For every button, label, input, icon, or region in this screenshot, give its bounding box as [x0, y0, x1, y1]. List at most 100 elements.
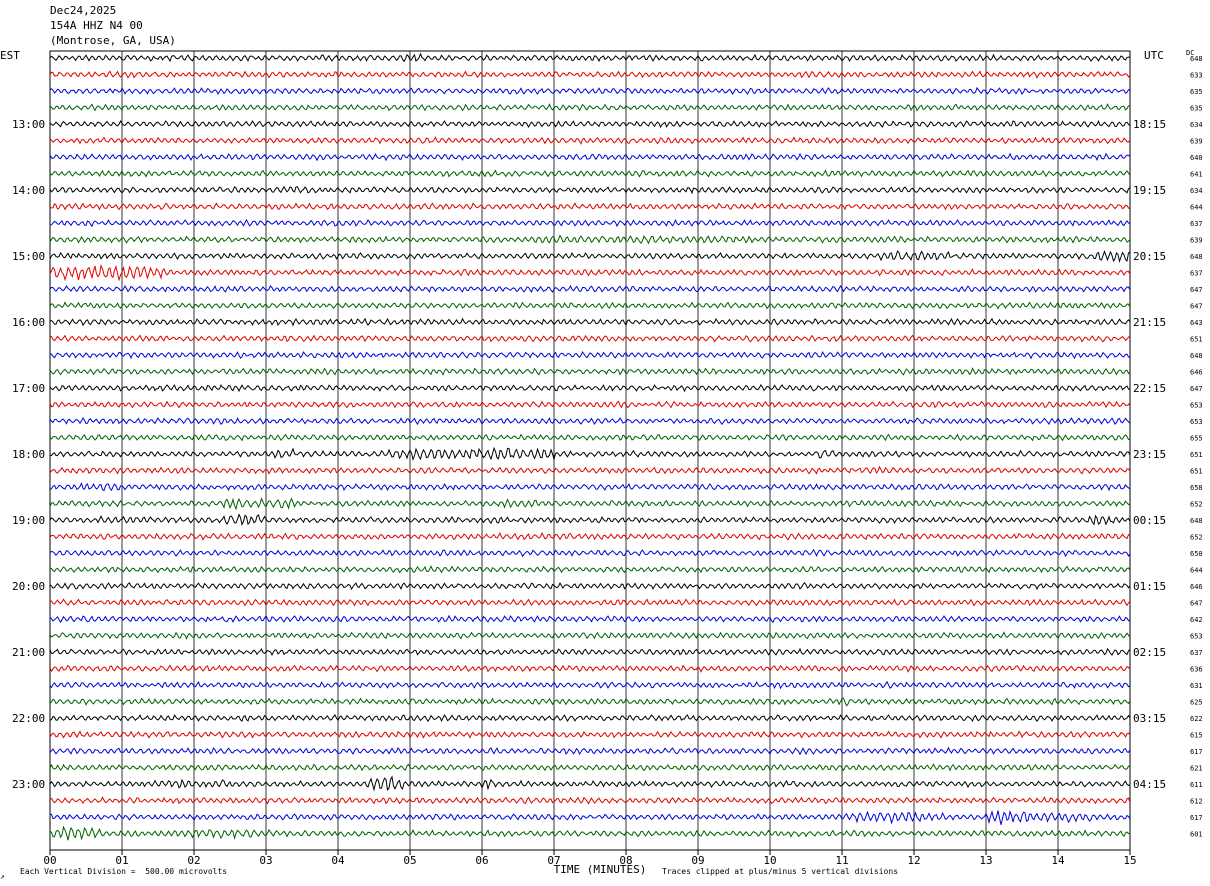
dc-value-label: 653 — [1190, 402, 1203, 410]
seismic-trace-43 — [49, 763, 1131, 772]
seismic-trace-25 — [49, 465, 1131, 475]
seismic-trace-4 — [49, 119, 1131, 129]
time-label-right: 23:15 — [1133, 448, 1166, 461]
seismic-trace-3 — [49, 103, 1130, 112]
timezone-right-label: UTC — [1144, 49, 1164, 62]
x-tick-label: 02 — [187, 854, 200, 867]
x-tick-label: 05 — [403, 854, 416, 867]
seismic-trace-47 — [49, 825, 1131, 841]
seismic-trace-26 — [49, 481, 1131, 492]
dc-value-label: 611 — [1190, 781, 1203, 789]
dc-value-label: 617 — [1190, 748, 1203, 756]
seismic-trace-36 — [49, 647, 1131, 657]
seismic-trace-21 — [49, 400, 1131, 409]
plot-frame — [49, 50, 1131, 851]
dc-value-label: 635 — [1190, 88, 1203, 96]
dc-value-label: 647 — [1190, 600, 1203, 608]
corner-mark: ↗ — [0, 872, 5, 881]
time-label-left: 22:00 — [12, 712, 45, 725]
dc-value-label: 615 — [1190, 732, 1203, 740]
x-tick-label: 00 — [43, 854, 56, 867]
time-label-left: 17:00 — [12, 382, 45, 395]
dc-value-label: 639 — [1190, 138, 1203, 146]
seismic-trace-40 — [49, 714, 1131, 723]
dc-value-label: 648 — [1190, 517, 1203, 525]
seismic-trace-17 — [49, 334, 1131, 343]
dc-value-label: 655 — [1190, 435, 1203, 443]
seismic-trace-18 — [49, 350, 1131, 360]
time-label-right: 22:15 — [1133, 382, 1166, 395]
dc-value-label: 612 — [1190, 798, 1203, 806]
time-label-right: 02:15 — [1133, 646, 1166, 659]
seismic-trace-19 — [49, 367, 1131, 376]
dc-value-label: 643 — [1190, 319, 1203, 327]
dc-value-label: 648 — [1190, 253, 1203, 261]
dc-value-label: 648 — [1190, 55, 1203, 63]
time-label-right: 20:15 — [1133, 250, 1166, 263]
time-label-left: 15:00 — [12, 250, 45, 263]
dc-value-label: 642 — [1190, 616, 1203, 624]
x-tick-label: 14 — [1051, 854, 1065, 867]
header-date: Dec24,2025 — [50, 4, 117, 17]
clip-note: Traces clipped at plus/minus 5 vertical … — [662, 867, 899, 876]
dc-value-label: 637 — [1190, 270, 1203, 278]
seismic-trace-16 — [49, 317, 1131, 327]
seismic-trace-20 — [49, 383, 1131, 393]
seismic-trace-12 — [49, 250, 1131, 263]
x-tick-label: 15 — [1123, 854, 1136, 867]
seismic-trace-0 — [49, 52, 1131, 63]
seismic-trace-42 — [49, 746, 1131, 756]
time-label-left: 21:00 — [12, 646, 45, 659]
seismic-trace-5 — [49, 136, 1131, 145]
x-axis-label: TIME (MINUTES) — [554, 863, 647, 876]
dc-header-label: DC — [1186, 49, 1195, 57]
seismic-trace-45 — [49, 796, 1131, 805]
seismic-trace-7 — [49, 169, 1131, 178]
seismic-trace-13 — [49, 264, 1131, 282]
x-tick-label: 12 — [907, 854, 920, 867]
time-label-left: 14:00 — [12, 184, 45, 197]
x-tick-label: 06 — [475, 854, 488, 867]
time-label-right: 18:15 — [1133, 118, 1166, 131]
seismic-trace-29 — [49, 531, 1131, 541]
time-label-left: 16:00 — [12, 316, 45, 329]
dc-value-label: 601 — [1190, 831, 1203, 839]
seismic-trace-27 — [49, 497, 1131, 511]
dc-value-label: 658 — [1190, 484, 1203, 492]
time-label-left: 13:00 — [12, 118, 45, 131]
seismic-trace-10 — [49, 218, 1131, 228]
seismic-trace-31 — [49, 565, 1131, 574]
seismic-trace-41 — [49, 730, 1131, 739]
dc-value-label: 652 — [1190, 534, 1203, 542]
time-label-right: 21:15 — [1133, 316, 1166, 329]
header-station: 154A HHZ N4 00 — [50, 19, 143, 32]
seismic-trace-37 — [49, 664, 1131, 673]
seismic-trace-39 — [49, 697, 1131, 707]
time-label-right: 01:15 — [1133, 580, 1166, 593]
seismic-trace-14 — [49, 284, 1131, 293]
dc-value-label: 634 — [1190, 121, 1203, 129]
dc-value-label: 637 — [1190, 220, 1203, 228]
dc-value-label: 641 — [1190, 171, 1203, 179]
seismic-trace-34 — [49, 614, 1131, 624]
time-label-left: 19:00 — [12, 514, 45, 527]
dc-value-label: 644 — [1190, 567, 1203, 575]
seismic-trace-46 — [49, 809, 1131, 825]
seismic-trace-11 — [49, 234, 1131, 245]
seismic-trace-28 — [49, 513, 1131, 527]
dc-value-label: 647 — [1190, 303, 1203, 311]
dc-value-label: 650 — [1190, 550, 1203, 558]
dc-value-label: 639 — [1190, 237, 1203, 245]
x-tick-label: 09 — [691, 854, 704, 867]
x-tick-label: 07 — [547, 854, 560, 867]
header-location: (Montrose, GA, USA) — [50, 34, 176, 47]
dc-value-label: 647 — [1190, 385, 1203, 393]
seismic-trace-24 — [49, 446, 1131, 462]
time-label-right: 00:15 — [1133, 514, 1166, 527]
dc-value-label: 646 — [1190, 369, 1203, 377]
time-label-right: 19:15 — [1133, 184, 1166, 197]
x-tick-label: 11 — [835, 854, 848, 867]
dc-value-label: 647 — [1190, 286, 1203, 294]
dc-value-label: 633 — [1190, 72, 1203, 80]
